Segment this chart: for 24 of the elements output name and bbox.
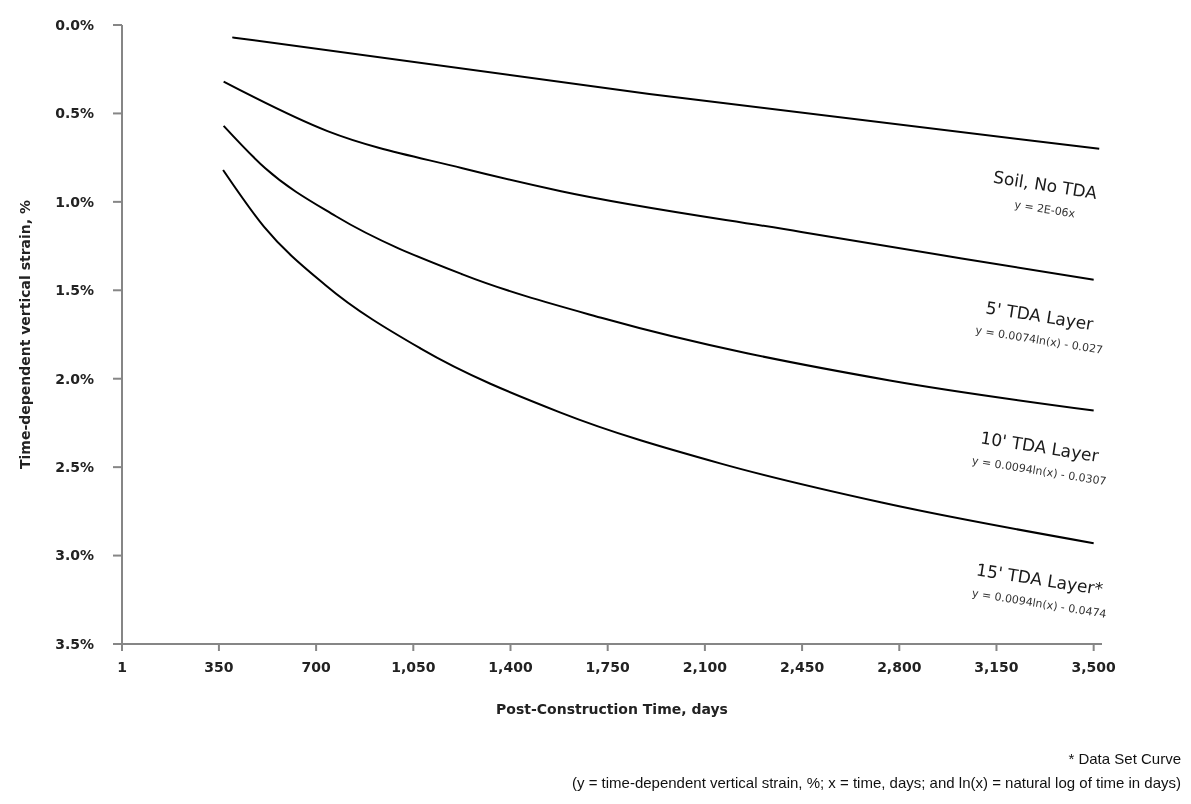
x-axis-title: Post-Construction Time, days xyxy=(496,701,728,717)
text: (y = time-dependent vertical strain, %; x = time, days; and ln(x) = natural log of time in days) xyxy=(571,774,1181,791)
y-tick-label: 1.5% xyxy=(55,282,94,299)
x-tick-label: 350 xyxy=(204,659,234,675)
x-tick-label: 3,500 xyxy=(1071,659,1117,675)
y-tick-label: 0.0% xyxy=(55,16,94,33)
x-tick-label: 1,050 xyxy=(391,659,436,675)
y-tick-label: 2.0% xyxy=(55,370,94,387)
y-tick-label: 3.0% xyxy=(55,547,94,564)
text: * Data Set Curve xyxy=(1068,750,1181,767)
line-series xyxy=(222,80,1095,281)
x-tick-label: 1 xyxy=(117,659,127,675)
x-tick-label: 2,800 xyxy=(877,659,922,675)
y-tick-label: 2.5% xyxy=(55,459,94,476)
y-tick-label: 0.5% xyxy=(55,105,94,122)
y-tick-label: 1.0% xyxy=(55,193,94,210)
x-tick-label: 3,150 xyxy=(974,659,1019,675)
x-tick-label: 2,100 xyxy=(682,659,728,675)
x-tick-label: 700 xyxy=(301,659,331,675)
y-tick-label: 3.5% xyxy=(55,635,94,652)
x-tick-label: 1,400 xyxy=(488,659,533,675)
y-axis-title: Time-dependent vertical strain, % xyxy=(17,199,33,470)
x-tick-label: 1,750 xyxy=(585,659,631,675)
x-tick-label: 2,450 xyxy=(779,659,825,675)
